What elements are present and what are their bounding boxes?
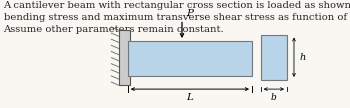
Bar — [119, 30, 130, 85]
Bar — [261, 35, 287, 80]
Text: b: b — [271, 93, 277, 102]
Text: A cantilever beam with rectangular cross section is loaded as shown in figure. P: A cantilever beam with rectangular cross… — [4, 1, 350, 34]
Text: P: P — [186, 9, 193, 18]
Bar — [128, 41, 252, 76]
Text: h: h — [299, 53, 306, 62]
Text: L: L — [187, 93, 193, 102]
